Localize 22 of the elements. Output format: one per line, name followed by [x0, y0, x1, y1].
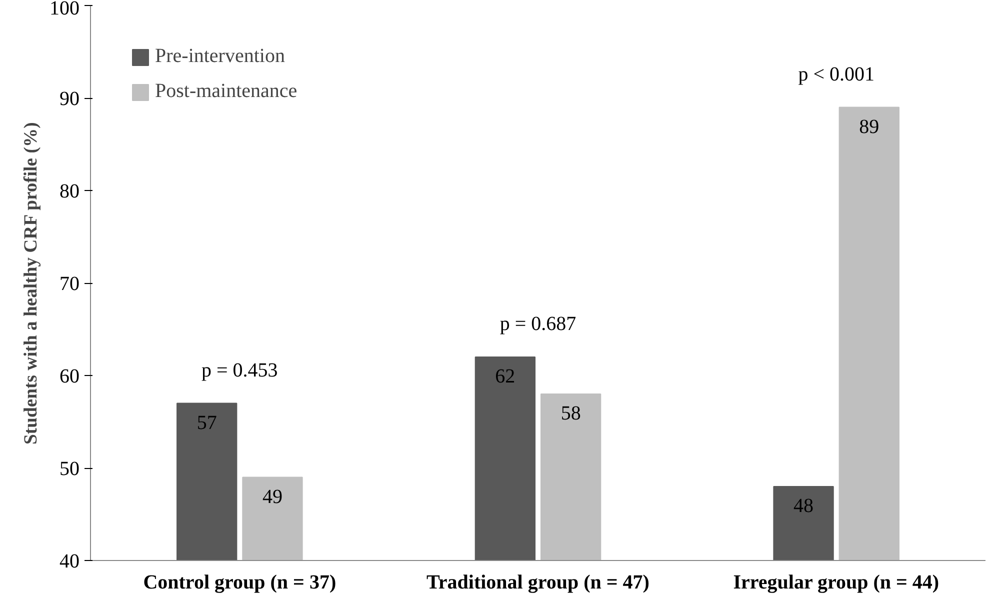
x-tick-label: Irregular group (n = 44) — [733, 572, 940, 594]
y-tick-label: 70 — [60, 273, 80, 295]
y-tick-label: 90 — [60, 88, 80, 110]
y-tick-label: 50 — [60, 458, 80, 480]
data-label: 58 — [560, 402, 581, 424]
y-tick-label: 60 — [60, 366, 80, 388]
y-tick-label: 80 — [60, 180, 80, 202]
annotation: p = 0.687 — [500, 313, 576, 335]
legend-label: Pre-intervention — [155, 45, 285, 68]
annotation: p = 0.453 — [202, 359, 278, 382]
legend-label: Post-maintenance — [155, 80, 298, 103]
data-label: 62 — [495, 366, 516, 388]
y-tick-label: 40 — [60, 550, 80, 572]
data-label: 89 — [859, 116, 880, 138]
data-label: 57 — [196, 412, 217, 434]
x-tick-label: Control group (n = 37) — [143, 572, 336, 594]
x-tick-label: Traditional group (n = 47) — [426, 572, 650, 594]
y-tick-label: 100 — [50, 0, 80, 20]
data-label: 48 — [794, 495, 814, 517]
data-label: 49 — [262, 486, 282, 508]
annotation: p < 0.001 — [798, 63, 874, 86]
y-axis-title: Students with a healthy CRF profile (%) — [20, 122, 42, 445]
